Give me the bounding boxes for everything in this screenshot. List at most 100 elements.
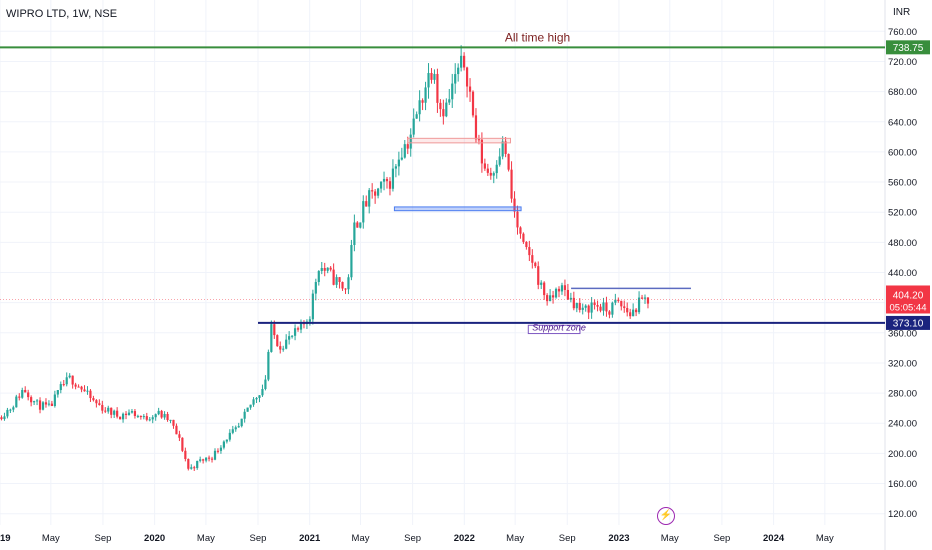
candle-body (460, 55, 463, 68)
candle-body (116, 410, 119, 417)
y-tick-label: 280.00 (888, 389, 917, 400)
candle-body (139, 415, 142, 418)
support-price-badge-bg (886, 315, 930, 330)
candle-body (362, 201, 365, 223)
time-axis[interactable]: 2019 May Sep 2020 May Sep 2021 May Sep 2022 May Sep… (0, 533, 834, 544)
candle-body (136, 415, 139, 417)
candle-body (516, 211, 519, 228)
candle-body (110, 407, 113, 415)
candle-body (442, 109, 445, 117)
candle-body (463, 55, 466, 68)
candle-body (599, 306, 602, 311)
candle-body (385, 178, 389, 182)
candle-body (190, 467, 193, 469)
candle-body (21, 389, 24, 398)
candle-body (454, 74, 457, 84)
candle-body (56, 390, 59, 395)
candle-body (323, 268, 326, 271)
candle-body (178, 434, 181, 438)
candle-body (534, 262, 537, 267)
price-axis[interactable]: 760.00 720.00 680.00 640.00 600.00 560.00 520.… (886, 27, 930, 520)
bolt-icon[interactable]: ⚡ (657, 507, 675, 525)
candle-body (119, 416, 122, 420)
candle-body (626, 308, 629, 313)
candle-body (374, 191, 377, 196)
candle-body (457, 67, 460, 75)
candle-body (154, 414, 157, 418)
candle-body (53, 394, 56, 407)
y-tick-label: 160.00 (888, 479, 917, 490)
x-tick-label: May (506, 533, 524, 544)
candle-body (560, 285, 564, 292)
candle-body (107, 407, 110, 412)
candle-body (394, 166, 397, 169)
candle-body (448, 99, 451, 103)
candle-body (127, 412, 131, 415)
candle-body (629, 312, 632, 317)
candle-body (15, 396, 18, 408)
candle-body (267, 351, 270, 380)
candle-body (519, 227, 522, 234)
candle-body (205, 457, 208, 461)
support-label-box (527, 324, 581, 335)
y-tick-label: 240.00 (888, 419, 917, 430)
candle-body (632, 309, 635, 317)
candle-body (549, 295, 552, 302)
candle-body (18, 396, 21, 398)
candle-body (291, 335, 294, 337)
candle-body (471, 91, 475, 116)
candle-body (279, 346, 282, 350)
candle-body (590, 302, 593, 313)
candle-body (151, 417, 154, 420)
candle-body (537, 266, 540, 285)
candle-body (347, 277, 350, 290)
candle-body (273, 324, 276, 336)
y-tick-label: 560.00 (888, 178, 917, 189)
candle-body (282, 348, 285, 350)
candle-body (9, 409, 12, 411)
x-tick-label: 2024 (763, 533, 785, 544)
x-tick-label: May (816, 533, 834, 544)
candle-body (299, 323, 303, 330)
x-tick-label: May (42, 533, 60, 544)
symbol-info: WIPRO LTD, 1W, NSE (6, 8, 118, 20)
candle-body (341, 281, 344, 289)
candle-body (74, 384, 77, 387)
candle-body (569, 297, 572, 300)
candle-body (602, 302, 605, 311)
candle-body (237, 426, 240, 428)
candle-body (430, 73, 433, 80)
candle-body (184, 450, 187, 459)
y-tick-label: 200.00 (888, 449, 917, 460)
candle-body (400, 157, 403, 160)
candle-body (148, 419, 151, 421)
y-tick-label: 360.00 (888, 328, 917, 339)
candle-body (86, 390, 89, 392)
candle-body (240, 418, 243, 427)
y-tick-label: 440.00 (888, 268, 917, 279)
candle-body (83, 389, 86, 392)
candle-body (504, 141, 507, 154)
candle-body (65, 377, 68, 385)
candle-body (202, 459, 205, 461)
candle-body (234, 427, 237, 430)
candle-body (276, 335, 279, 347)
candle-body (489, 172, 492, 176)
candle-body (47, 403, 51, 405)
y-tick-label: 120.00 (888, 509, 917, 520)
candle-body (531, 255, 534, 263)
candle-body (492, 173, 495, 176)
candle-body (554, 288, 558, 298)
x-tick-label: Sep (250, 533, 267, 544)
candle-body (501, 141, 504, 157)
candle-body (68, 375, 71, 378)
candles (0, 45, 650, 471)
candle-body (365, 201, 368, 207)
candle-body (210, 458, 214, 460)
x-tick-label: May (352, 533, 370, 544)
candle-body (207, 457, 211, 459)
support-price-badge: 373.10 (893, 318, 924, 329)
candle-body (24, 389, 27, 393)
candle-body (44, 402, 48, 405)
